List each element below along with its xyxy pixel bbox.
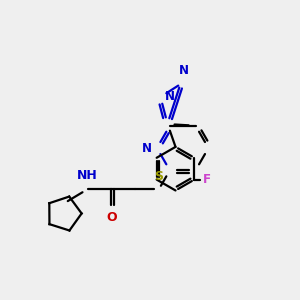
Text: O: O bbox=[106, 211, 117, 224]
Text: N: N bbox=[142, 142, 152, 154]
Text: S: S bbox=[154, 170, 164, 183]
Text: NH: NH bbox=[77, 169, 98, 182]
Text: F: F bbox=[203, 173, 211, 186]
Text: N: N bbox=[179, 64, 189, 77]
Text: N: N bbox=[164, 91, 174, 103]
